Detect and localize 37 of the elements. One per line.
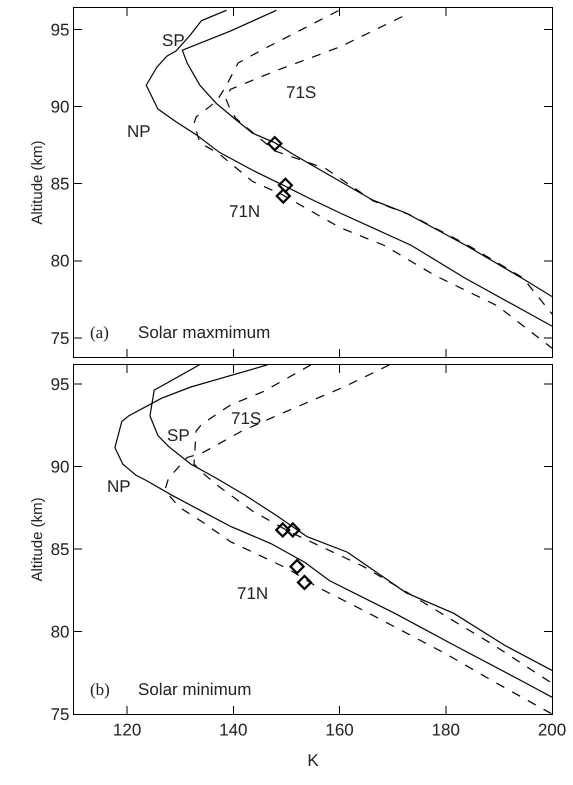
annotation: Solar minimum: [138, 680, 252, 699]
series-label: 71N: [229, 202, 260, 221]
y-tick-label: 90: [50, 98, 70, 117]
y-axis-title: Altitude (km): [28, 140, 46, 225]
y-tick-label: 75: [50, 704, 70, 724]
annotation: Solar maxmimum: [138, 323, 270, 342]
series-label: SP: [167, 426, 190, 445]
point: [278, 178, 293, 193]
x-tick-label: 160: [325, 720, 354, 740]
annotation: (b): [90, 680, 110, 699]
point: [275, 522, 290, 538]
y-axis-title: Altitude (km): [28, 497, 46, 582]
series-label: SP: [162, 31, 185, 50]
point: [276, 188, 291, 204]
x-tick-label: 140: [219, 720, 248, 740]
series-label: 71N: [237, 584, 268, 603]
y-tick-label: 95: [50, 374, 70, 394]
series-label: 71S: [231, 409, 262, 428]
point: [289, 558, 305, 574]
series-label: NP: [127, 122, 151, 141]
x-tick-label: 120: [112, 720, 142, 740]
y-tick-label: 95: [50, 20, 70, 40]
point: [285, 522, 300, 538]
x-tick-label: 200: [538, 720, 566, 740]
series-label: NP: [107, 477, 131, 496]
y-tick-label: 75: [50, 328, 70, 348]
annotation: (a): [90, 323, 109, 342]
y-tick-label: 80: [50, 622, 70, 642]
series-label: 71S: [286, 83, 316, 102]
x-tick-label: 180: [432, 720, 460, 740]
y-tick-label: 80: [50, 252, 70, 271]
x-axis-title: K: [307, 750, 320, 770]
y-tick-label: 85: [50, 540, 70, 559]
point: [296, 574, 312, 590]
y-tick-label: 90: [50, 457, 70, 476]
y-tick-label: 85: [50, 174, 70, 194]
point: [267, 136, 282, 152]
